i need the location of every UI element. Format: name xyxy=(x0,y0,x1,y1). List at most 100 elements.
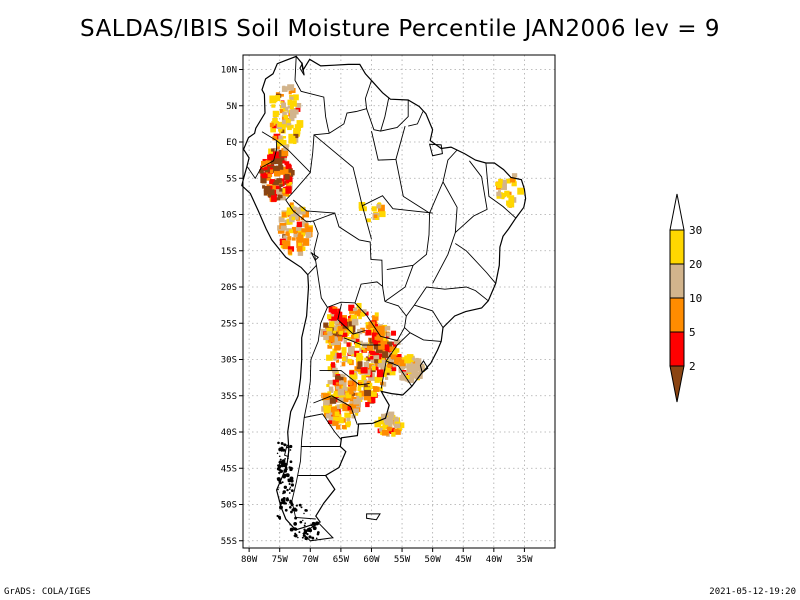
fjord-island xyxy=(315,537,318,540)
percentile-cell xyxy=(333,356,337,361)
fjord-island xyxy=(283,485,288,490)
percentile-cell xyxy=(323,406,331,413)
fjord-island xyxy=(311,536,315,540)
percentile-cell xyxy=(377,202,381,205)
lat-tick-label: 15S xyxy=(221,247,237,257)
percentile-cell xyxy=(300,246,306,251)
percentile-cell xyxy=(279,109,285,114)
political-border xyxy=(294,56,330,134)
percentile-cell xyxy=(393,344,397,349)
fjord-island xyxy=(286,497,289,500)
fjord-island xyxy=(278,463,281,465)
percentile-cell xyxy=(371,206,377,212)
percentile-cell xyxy=(271,185,276,191)
legend-swatch xyxy=(669,331,685,367)
percentile-cell xyxy=(354,310,361,317)
political-border xyxy=(361,205,372,240)
lat-tick-label: 40S xyxy=(221,428,237,438)
percentile-cell xyxy=(263,185,271,192)
percentile-cell xyxy=(361,375,367,381)
percentile-cell xyxy=(379,427,383,432)
fjord-island xyxy=(281,450,283,452)
percentile-cell xyxy=(498,178,503,184)
percentile-cell xyxy=(326,384,330,388)
percentile-cell xyxy=(342,352,347,356)
fjord-island xyxy=(290,503,294,507)
fjord-island xyxy=(289,523,291,526)
percentile-cell xyxy=(511,173,518,178)
percentile-cell xyxy=(381,367,385,372)
percentile-cell xyxy=(288,90,292,95)
percentile-cell xyxy=(269,95,277,104)
percentile-cell xyxy=(358,316,362,320)
political-border xyxy=(304,413,342,440)
percentile-cell xyxy=(339,403,345,409)
fjord-island xyxy=(282,490,286,494)
percentile-cell xyxy=(288,116,295,122)
fjord-island xyxy=(276,452,279,455)
percentile-cell xyxy=(302,238,310,246)
percentile-cell xyxy=(276,141,282,147)
percentile-cell xyxy=(383,344,389,351)
percentile-cell xyxy=(381,357,385,362)
fjord-island xyxy=(286,488,289,492)
percentile-cell xyxy=(270,169,274,174)
fjord-island xyxy=(288,492,291,494)
percentile-cell xyxy=(342,403,350,412)
percentile-cell xyxy=(370,343,377,350)
map-frame xyxy=(242,54,556,549)
percentile-cell xyxy=(347,380,353,386)
percentile-cell xyxy=(328,386,334,391)
percentile-cell xyxy=(363,383,370,391)
percentile-cell xyxy=(394,417,399,422)
fjord-island xyxy=(290,489,294,493)
percentile-cell xyxy=(374,336,378,340)
percentile-cell xyxy=(365,356,371,362)
footer-credit: GrADS: COLA/IGES xyxy=(4,587,91,597)
percentile-cell xyxy=(285,106,289,111)
percentile-cell xyxy=(280,122,287,128)
percentile-cell xyxy=(337,388,345,396)
political-border xyxy=(313,212,386,302)
fjord-island xyxy=(282,463,287,468)
fjord-island xyxy=(303,512,305,515)
percentile-cell xyxy=(330,406,337,413)
percentile-cell xyxy=(339,376,344,381)
percentile-cell xyxy=(328,416,335,423)
percentile-cell xyxy=(413,371,419,378)
percentile-cell xyxy=(367,382,373,387)
percentile-cell xyxy=(391,432,396,437)
lon-tick-label: 65W xyxy=(333,555,350,565)
lon-tick-label: 40W xyxy=(486,555,503,565)
fjord-island xyxy=(315,521,320,526)
percentile-cell xyxy=(278,165,284,170)
percentile-cell xyxy=(353,333,359,338)
percentile-cell xyxy=(358,206,365,211)
percentile-cell xyxy=(292,206,297,211)
fjord-island xyxy=(288,505,292,509)
percentile-cell xyxy=(417,362,421,366)
political-border xyxy=(380,100,409,132)
percentile-cell xyxy=(330,340,335,346)
percentile-cell xyxy=(364,389,371,397)
percentile-cell xyxy=(369,396,376,404)
percentile-cell xyxy=(385,335,389,339)
percentile-cell xyxy=(274,179,279,185)
percentile-cell xyxy=(330,362,335,367)
legend-label: 10 xyxy=(689,292,702,305)
lon-tick-label: 80W xyxy=(241,555,258,565)
percentile-cell xyxy=(333,396,339,403)
percentile-cell xyxy=(334,390,341,398)
fjord-island xyxy=(300,506,303,509)
fjord-island xyxy=(312,526,317,531)
percentile-cell xyxy=(327,331,332,336)
percentile-cell xyxy=(329,321,335,328)
percentile-cell xyxy=(361,346,365,350)
percentile-cell xyxy=(373,355,380,361)
percentile-cell xyxy=(357,386,362,392)
percentile-cell xyxy=(323,410,330,417)
percentile-cell xyxy=(340,318,348,327)
percentile-cell xyxy=(373,386,380,392)
island-outline xyxy=(419,359,429,374)
percentile-cell xyxy=(287,236,292,241)
